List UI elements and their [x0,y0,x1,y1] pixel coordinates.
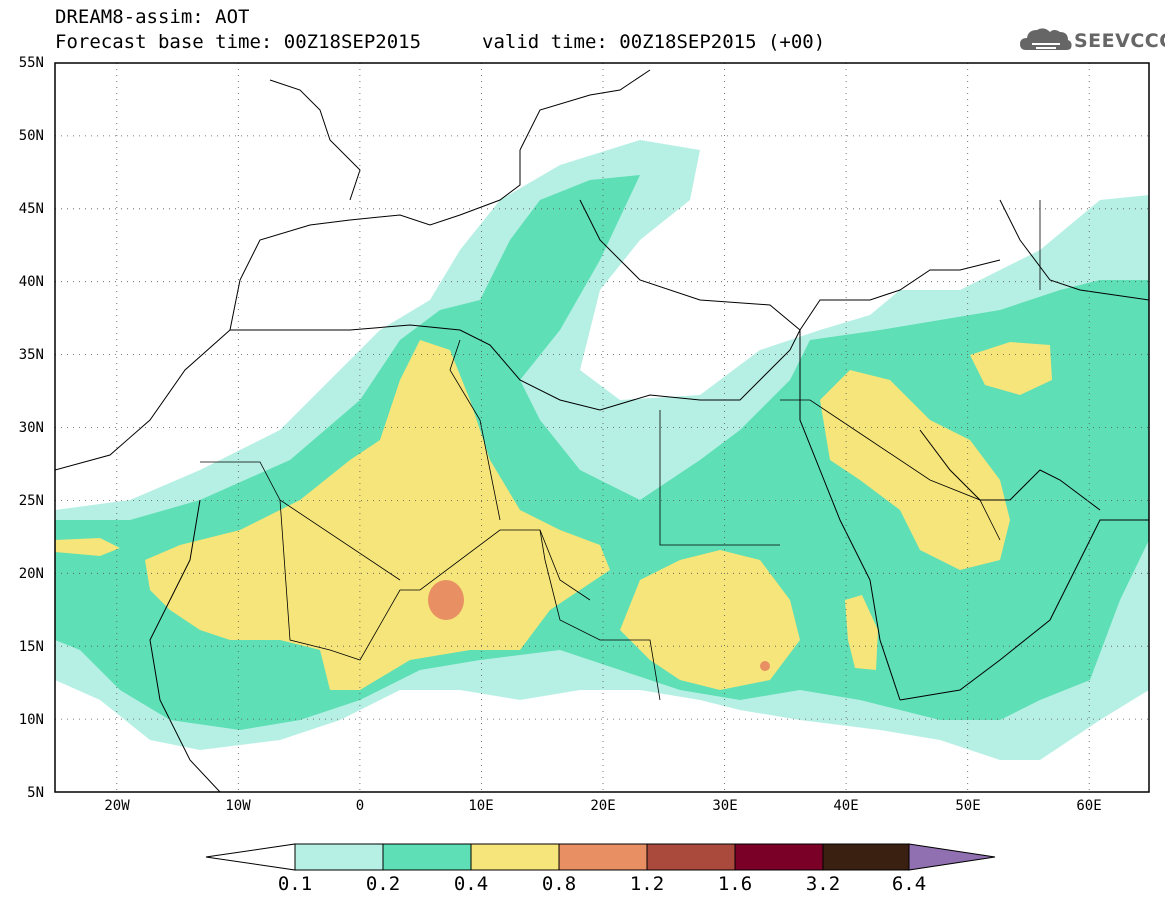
colorbar-label-0.4: 0.4 [453,873,489,895]
lat-label-5n: 5N [27,785,44,801]
lon-label-50e: 50E [955,798,981,814]
lat-label-15n: 15N [18,639,44,655]
colorbar-label-0.8: 0.8 [541,873,577,895]
aot-band-0.4-west [145,340,610,690]
colorbar-swatch-7 [822,843,910,871]
colorbar-swatch-2 [382,843,472,871]
colorbar-swatch-1 [294,843,384,871]
lat-label-35n: 35N [18,347,44,363]
base-time: Forecast base time: 00Z18SEP2015 [55,31,422,53]
lon-label-40e: 40E [833,798,859,814]
colorbar-label-6.4: 6.4 [891,873,927,895]
lat-label-30n: 30N [18,420,44,436]
map-frame [54,62,1150,793]
valid-time: valid time: 00Z18SEP2015 (+00) [482,31,826,53]
lat-label-20n: 20N [18,566,44,582]
aot-contours [55,140,1149,760]
colorbar-label-1.2: 1.2 [629,873,665,895]
lat-label-10n: 10N [18,712,44,728]
lon-label-60e: 60E [1076,798,1102,814]
aot-band-0.4-wafrica [55,538,120,556]
cloud-icon [1020,28,1072,50]
colorbar-above-arrow [908,843,996,871]
lat-label-55n: 55N [18,55,44,71]
lon-label-20w: 20W [104,798,130,814]
colorbar-label-1.6: 1.6 [717,873,753,895]
colorbar-label-0.1: 0.1 [277,873,313,895]
lon-label-10w: 10W [225,798,251,814]
colorbar-below-arrow [205,843,296,871]
aot-band-0.8-sudan [760,661,770,671]
aot-band-0.8-niger [428,580,464,620]
colorbar-label-3.2: 3.2 [805,873,841,895]
lon-label-20e: 20E [590,798,616,814]
colorbar-swatch-4 [558,843,648,871]
colorbar-swatch-5 [646,843,736,871]
forecast-time-line: Forecast base time: 00Z18SEP2015 valid ti… [55,31,825,53]
map-title: DREAM8-assim: AOT [55,6,250,28]
lat-label-50n: 50N [18,128,44,144]
logo-text: SEEVCCC [1074,30,1165,52]
aot-band-0.4-sudan [620,550,800,690]
colorbar-swatch-3 [470,843,560,871]
aot-band-0.4-iran [970,342,1052,395]
lon-label-0: 0 [355,798,365,814]
seevccc-logo: SEEVCCC [1018,22,1165,58]
colorbar [205,843,996,871]
lat-label-40n: 40N [18,274,44,290]
colorbar-label-0.2: 0.2 [365,873,401,895]
lat-label-25n: 25N [18,493,44,509]
colorbar-swatch-6 [734,843,824,871]
lon-label-10e: 10E [468,798,494,814]
graticule [55,63,1149,792]
lon-label-30e: 30E [712,798,738,814]
aot-band-0.4-red-sea [845,595,878,670]
lat-label-45n: 45N [18,201,44,217]
